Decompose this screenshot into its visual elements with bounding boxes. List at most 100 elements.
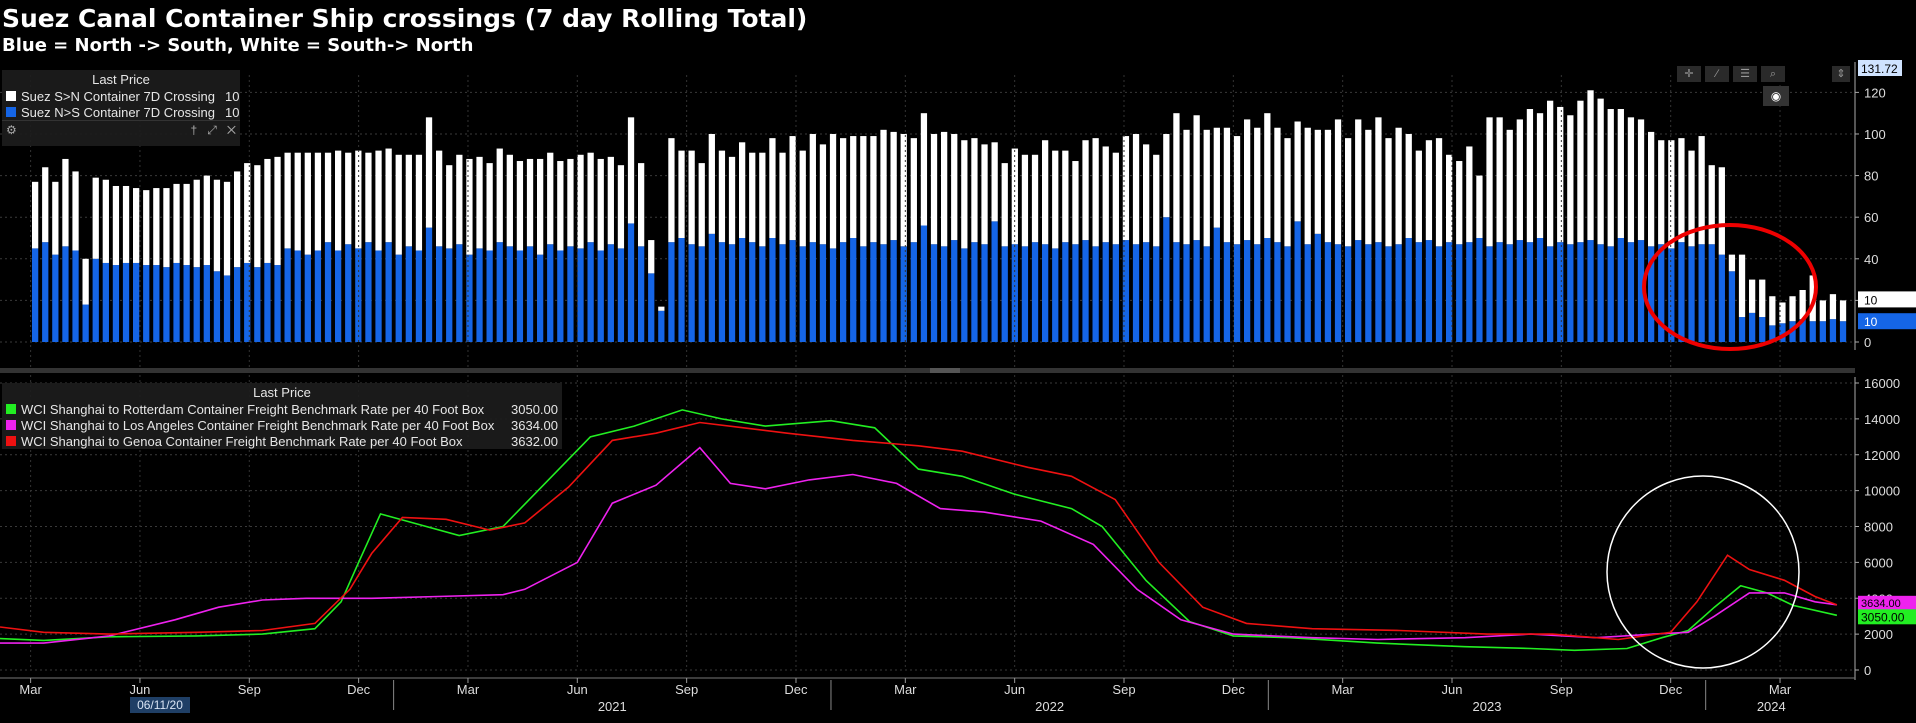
bar-ns (62, 246, 69, 342)
expand-icon[interactable]: ⤢ (207, 122, 217, 137)
bar-ns (1607, 246, 1614, 342)
bar-ns (1011, 244, 1018, 342)
legend-value-genoa: 3632.00 (511, 433, 558, 449)
bar-ns (1809, 321, 1816, 342)
bar-sn (577, 154, 584, 249)
top-legend: Last Price Suez S>N Container 7D Crossin… (2, 70, 240, 146)
bar-sn (910, 138, 917, 243)
bar-sn (314, 152, 322, 251)
bar-ns (1496, 242, 1503, 342)
close-icon[interactable]: ✕ (226, 122, 236, 137)
legend-item-ns: Suez N>S Container 7D Crossing 10 (2, 104, 240, 120)
bar-ns (708, 233, 715, 342)
bar-ns (1395, 244, 1402, 342)
bar-sn (1415, 150, 1422, 243)
bar-sn (1052, 150, 1059, 249)
bar-sn (234, 171, 241, 268)
bar-ns (1122, 240, 1130, 342)
legend-item-sn: Suez S>N Container 7D Crossing 10 (2, 88, 240, 104)
bar-sn (1617, 109, 1624, 238)
bar-sn (668, 138, 675, 243)
crosshair-icon[interactable]: ✛ (1677, 66, 1701, 82)
bar-ns (1173, 242, 1180, 342)
bar-ns (274, 265, 281, 342)
bar-sn (153, 188, 160, 266)
bar-sn (1284, 138, 1291, 247)
bar-sn (244, 163, 251, 263)
bar-ns (92, 258, 99, 342)
line-rotterdam (0, 409, 1838, 652)
bar-ns (910, 242, 917, 342)
bar-sn (809, 133, 816, 243)
ytick-label-bottom: 12000 (1864, 448, 1900, 463)
bar-sn (143, 190, 150, 266)
bar-ns (880, 244, 887, 342)
bar-ns (1557, 242, 1564, 342)
bar-sn (819, 144, 827, 245)
bar-sn (1496, 117, 1503, 243)
bar-ns (587, 242, 594, 342)
bar-ns (1648, 246, 1655, 342)
legend-label-ns: Suez N>S Container 7D Crossing (21, 104, 216, 120)
bar-sn (1829, 294, 1837, 320)
draw-icon[interactable]: ∕ (1705, 66, 1729, 82)
bar-sn (597, 158, 604, 251)
date-marker: 06/11/20 (130, 697, 190, 713)
bar-sn (1122, 136, 1130, 241)
bar-sn (708, 133, 715, 234)
bar-ns (1526, 242, 1534, 342)
resize-icon[interactable]: ⇕ (1832, 66, 1850, 82)
bar-ns (567, 246, 574, 342)
bar-ns (981, 244, 988, 342)
panel-divider-handle (930, 368, 960, 373)
bar-ns (1749, 312, 1756, 342)
bar-ns (1052, 248, 1059, 342)
bar-sn (1769, 296, 1776, 326)
bar-ns (749, 242, 756, 342)
bar-sn (1637, 119, 1645, 241)
bar-sn (254, 165, 261, 268)
bar-ns (506, 246, 513, 342)
bar-ns (42, 242, 49, 342)
bar-ns (163, 267, 170, 342)
year-label: 2024 (1757, 699, 1786, 714)
bar-ns (1132, 244, 1140, 342)
bar-ns (557, 250, 564, 342)
gear-icon[interactable]: ⚙ (6, 123, 17, 137)
bar-ns (476, 248, 483, 342)
bar-ns (1334, 244, 1342, 342)
bar-ns (1617, 237, 1624, 342)
bar-ns (728, 244, 736, 342)
bar-sn (1072, 161, 1079, 245)
bar-sn (1001, 163, 1008, 247)
zoom-icon[interactable]: ⌕ (1761, 66, 1785, 82)
bar-ns (759, 246, 766, 342)
bar-ns (213, 271, 221, 342)
bar-sn (183, 183, 190, 266)
month-label: Dec (1222, 682, 1246, 697)
bar-sn (1264, 113, 1271, 238)
bar-ns (203, 265, 210, 342)
bar-sn (1819, 300, 1826, 322)
bar-sn (587, 152, 594, 243)
pin-icon[interactable]: † (190, 122, 198, 137)
ytick-label-bottom: 16000 (1864, 376, 1900, 391)
bar-ns (82, 304, 89, 342)
legend-item-rotterdam: WCI Shanghai to Rotterdam Container Frei… (2, 401, 562, 417)
bar-sn (415, 154, 423, 251)
freight-lines (0, 409, 1838, 652)
bar-ns (183, 265, 190, 342)
bar-ns (1637, 240, 1645, 342)
bar-sn (436, 150, 443, 247)
bar-ns (860, 246, 867, 342)
legend-label-genoa: WCI Shanghai to Genoa Container Freight … (21, 433, 463, 449)
table-icon[interactable]: ☰ (1733, 66, 1757, 82)
options-icon[interactable]: ◉ (1763, 86, 1789, 106)
bar-ns (658, 310, 665, 342)
bar-ns (1031, 242, 1039, 342)
legend-swatch-genoa (6, 436, 16, 446)
last-value-ns: 10 (1864, 315, 1878, 329)
bar-ns (1365, 244, 1372, 342)
